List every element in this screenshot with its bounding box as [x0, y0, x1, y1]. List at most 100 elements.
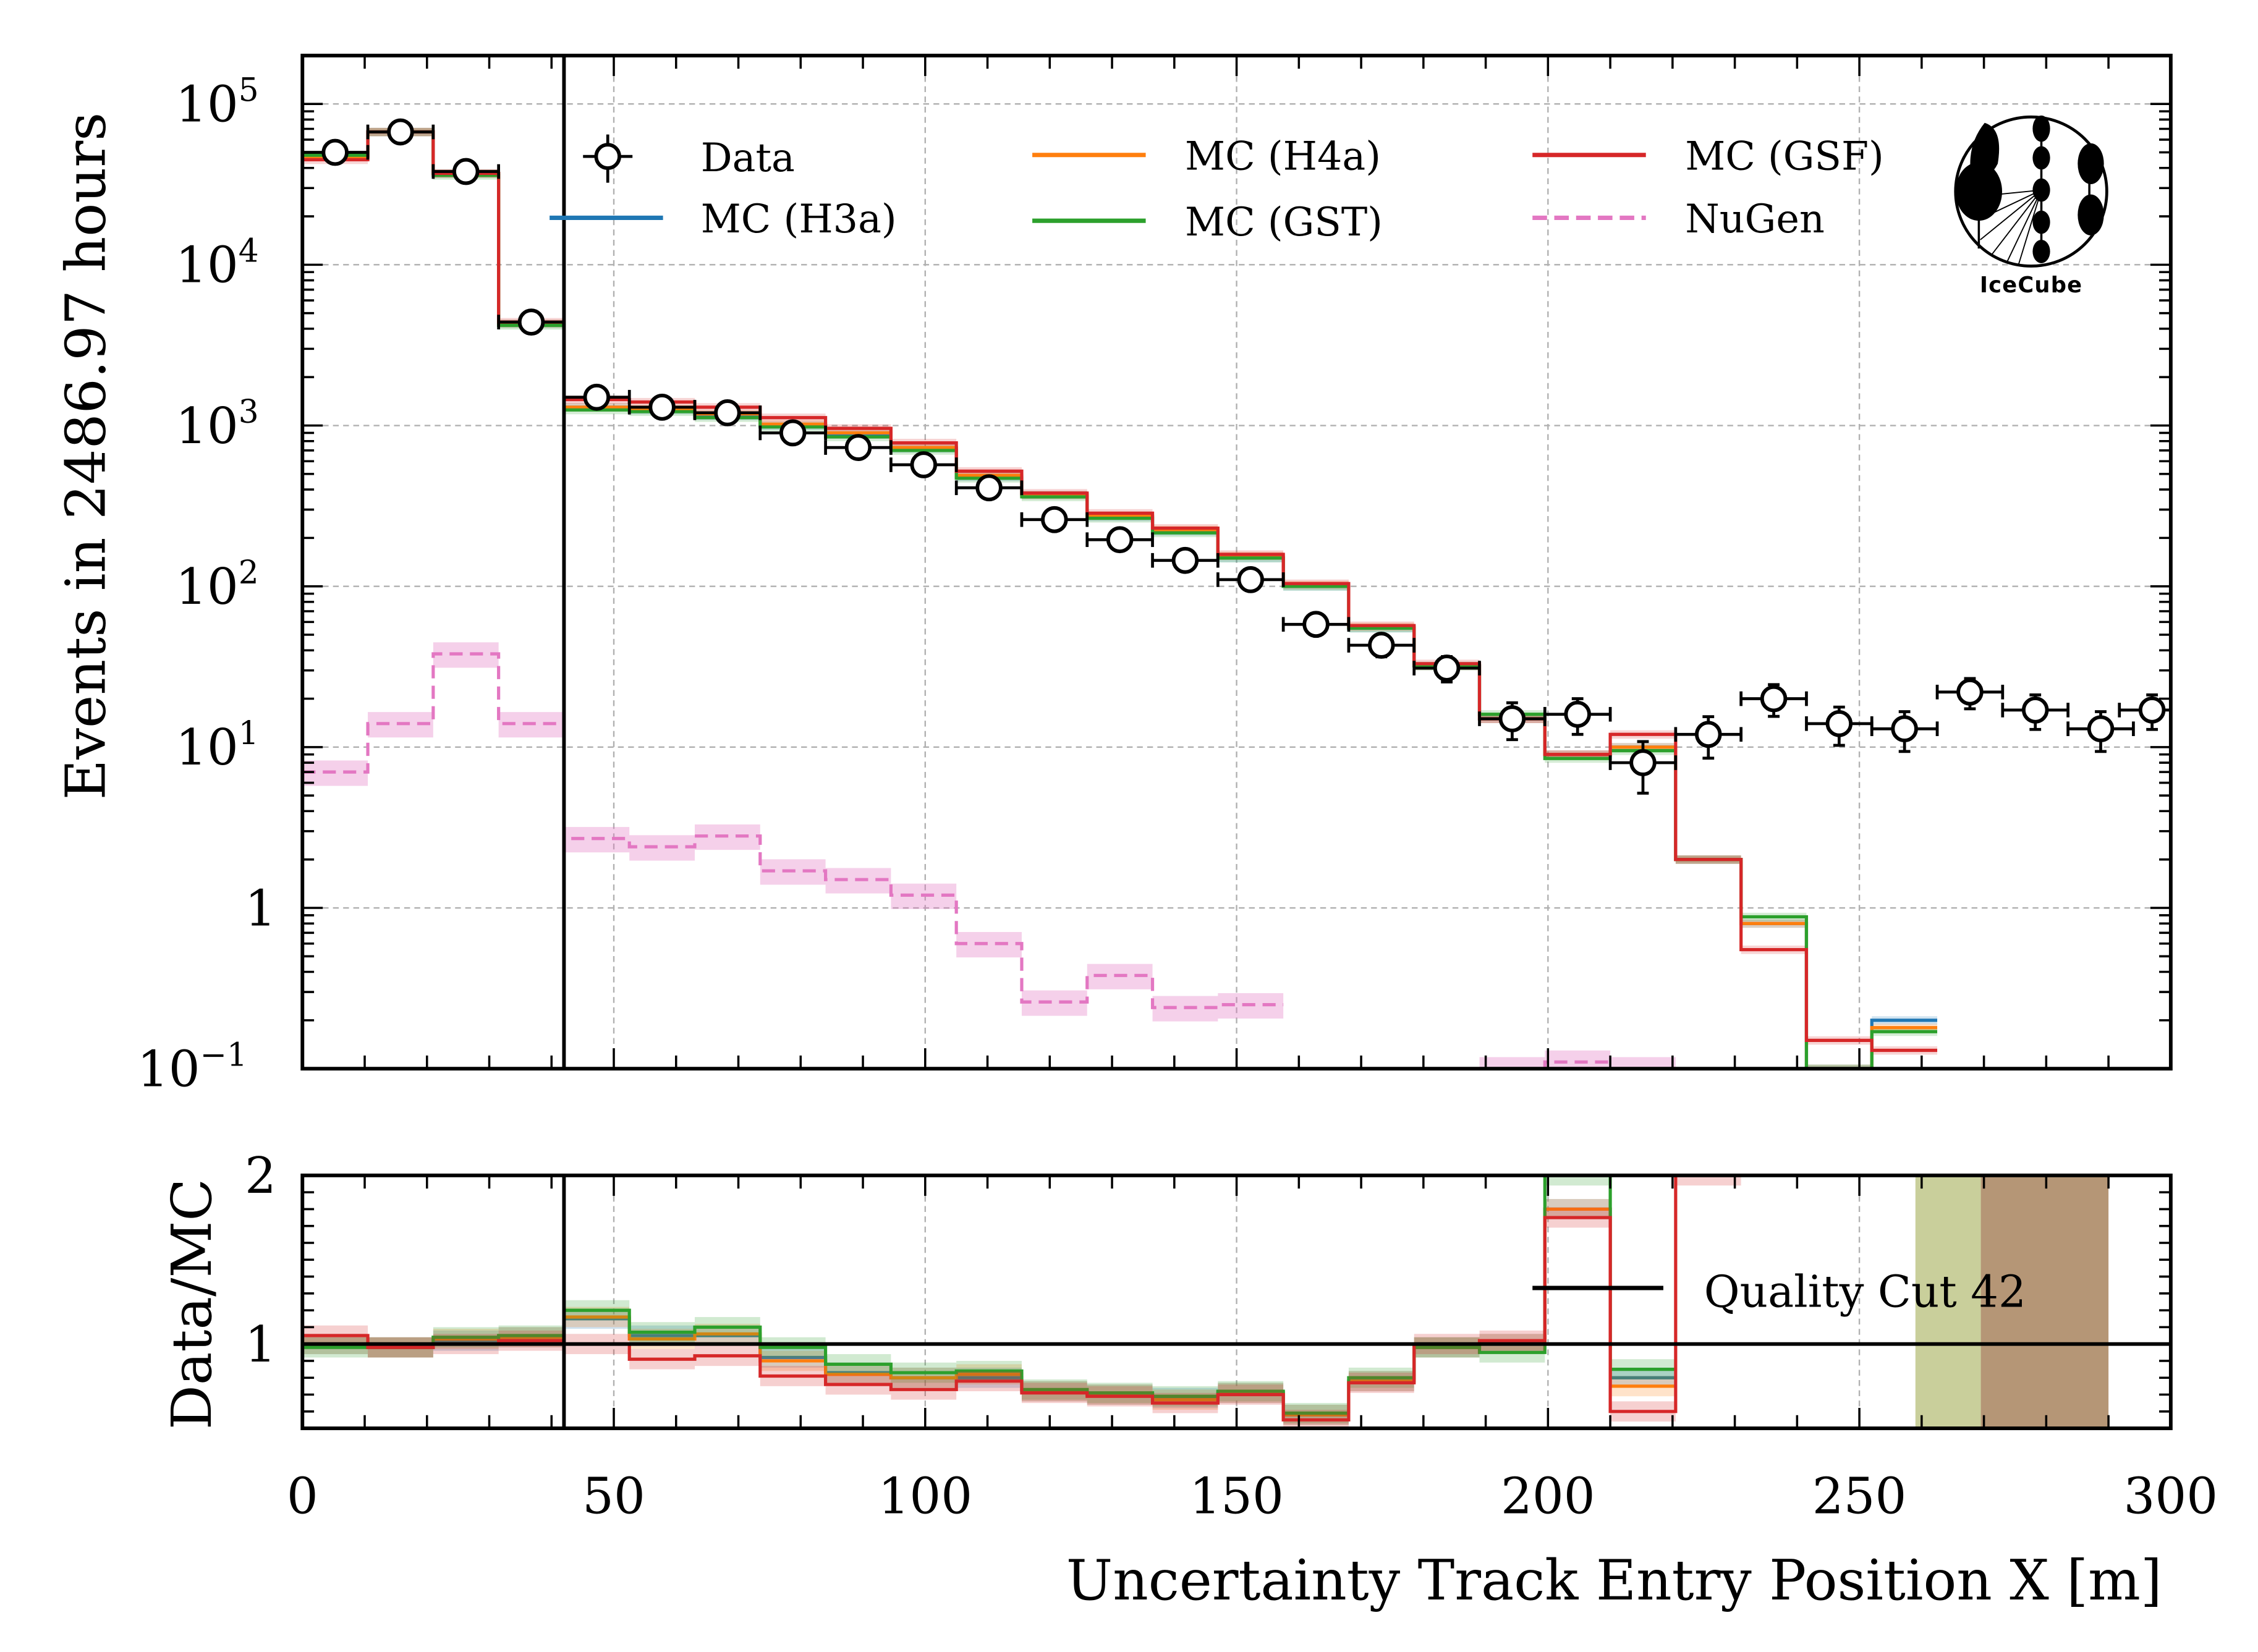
data-point: [2066, 710, 2135, 753]
data-marker: [1695, 721, 1722, 748]
y-tick-label: 102: [176, 554, 259, 616]
series-mc-h4a: [302, 130, 1938, 1069]
x-tick-label: 100: [878, 1467, 972, 1525]
data-point: [758, 419, 827, 447]
data-point: [824, 434, 893, 461]
x-tick-label: 300: [2124, 1467, 2218, 1525]
data-marker: [714, 399, 741, 426]
data-point: [1608, 740, 1678, 795]
legend-entry-h4a: MC (H4a): [1032, 133, 1381, 179]
x-tick-label: 0: [287, 1467, 318, 1525]
data-marker: [1368, 632, 1395, 659]
data-point: [497, 308, 566, 336]
ratio-series: [302, 1175, 1741, 1429]
main-grid: [302, 55, 2171, 1069]
data-marker: [1564, 700, 1591, 728]
uncertainty-band: [1479, 1057, 1545, 1069]
legend-label: MC (GSF): [1685, 133, 1884, 179]
legend-label: MC (GST): [1185, 200, 1383, 245]
y-tick-label: 104: [176, 233, 259, 294]
ratio-ticks: [301, 1174, 2172, 1429]
uncertainty-band: [1806, 1064, 1872, 1069]
data-marker: [2087, 715, 2115, 743]
data-marker: [1825, 710, 1853, 737]
annotation-text: Quality Cut 42: [1704, 1266, 2026, 1318]
data-marker: [2138, 697, 2166, 724]
legend-label: MC (H3a): [701, 197, 897, 242]
y-tick-label: 1: [245, 1316, 276, 1373]
main-series: [302, 130, 1938, 1069]
data-marker: [321, 138, 349, 166]
x-tick-label: 50: [582, 1467, 645, 1525]
data-point: [366, 118, 435, 146]
data-marker: [975, 474, 1003, 502]
data-point: [1674, 715, 1743, 760]
data-point: [1085, 526, 1154, 554]
data-marker: [1041, 506, 1068, 533]
data-point: [1020, 506, 1089, 533]
uncertainty-band: [1806, 1064, 1872, 1069]
data-marker: [1106, 526, 1134, 554]
data-point: [1870, 710, 1939, 753]
ratio-y-axis-label: Data/MC: [160, 1179, 224, 1430]
ratio-band: [1675, 1175, 1741, 1186]
series-mc-gsf: [302, 130, 1938, 1053]
data-marker: [1956, 678, 1984, 706]
legend-label: NuGen: [1685, 197, 1825, 242]
data-point: [627, 394, 697, 421]
data-point: [954, 474, 1024, 502]
data-marker: [648, 394, 676, 421]
y-tick-label: 10−1: [137, 1036, 247, 1098]
main-ticks: [301, 54, 2172, 1070]
data-marker: [452, 158, 480, 185]
data-point: [2001, 693, 2069, 731]
y-tick-label: 103: [176, 394, 259, 455]
data-marker: [779, 419, 807, 447]
data-marker: [1498, 705, 1526, 732]
x-tick-label: 200: [1501, 1467, 1595, 1525]
x-tick-label: 250: [1812, 1467, 1907, 1525]
ratio-panel: 12 Quality Cut 42 Data/MC: [160, 1147, 2173, 1431]
data-point: [1935, 677, 2005, 711]
series-mc-h3a: [302, 130, 1938, 1069]
data-points: [302, 118, 2171, 795]
x-tick-label: 150: [1189, 1467, 1284, 1525]
data-marker: [910, 451, 938, 478]
icecube-logo-icon: IceCube: [1954, 115, 2108, 298]
data-point: [431, 158, 500, 185]
legend-entry-nugen: NuGen: [1532, 197, 1825, 242]
data-point: [1412, 654, 1481, 684]
main-panel: 105 104 103 102 101 1 10−1 Events in 2486.97 h…: [54, 53, 2173, 1098]
data-marker: [1891, 715, 1918, 743]
y-tick-label: 101: [176, 715, 259, 776]
y-tick-label: 2: [245, 1147, 276, 1205]
x-axis-label: Uncertainty Track Entry Position X [m]: [1066, 1549, 2162, 1613]
series-nugen: [302, 652, 1676, 1069]
data-marker: [844, 434, 872, 461]
ratio-data-mc-gsf: [302, 1175, 1741, 1422]
logo-text: IceCube: [1980, 273, 2082, 298]
data-point: [1543, 697, 1612, 736]
data-marker: [583, 383, 611, 411]
uncertainty-band: [1806, 1064, 1872, 1069]
legend: Data MC (H3a) MC (H4a) MC (GST) MC (GSF)…: [550, 133, 1884, 245]
x-tick-labels: 0 50 100 150 200 250 300: [287, 1467, 2218, 1525]
data-point: [1216, 566, 1285, 593]
ratio-band: [1545, 1175, 1611, 1186]
data-point: [1478, 701, 1547, 742]
ratio-annotation: Quality Cut 42: [1532, 1266, 2026, 1318]
uncertainty-band: [1021, 990, 1087, 1016]
ratio-y-tick-labels: 12: [245, 1147, 276, 1373]
data-marker: [1629, 749, 1657, 776]
data-point: [2118, 693, 2171, 731]
uncertainty-band: [1545, 1050, 1611, 1069]
legend-data-marker: [594, 143, 621, 170]
data-marker: [2021, 697, 2049, 724]
series-mc-gst: [302, 130, 1938, 1069]
data-marker: [1302, 611, 1330, 638]
data-point: [1739, 683, 1808, 718]
uncertainty-band: [629, 835, 695, 861]
legend-entry-gst: MC (GST): [1032, 200, 1383, 245]
legend-label: Data: [701, 135, 795, 181]
